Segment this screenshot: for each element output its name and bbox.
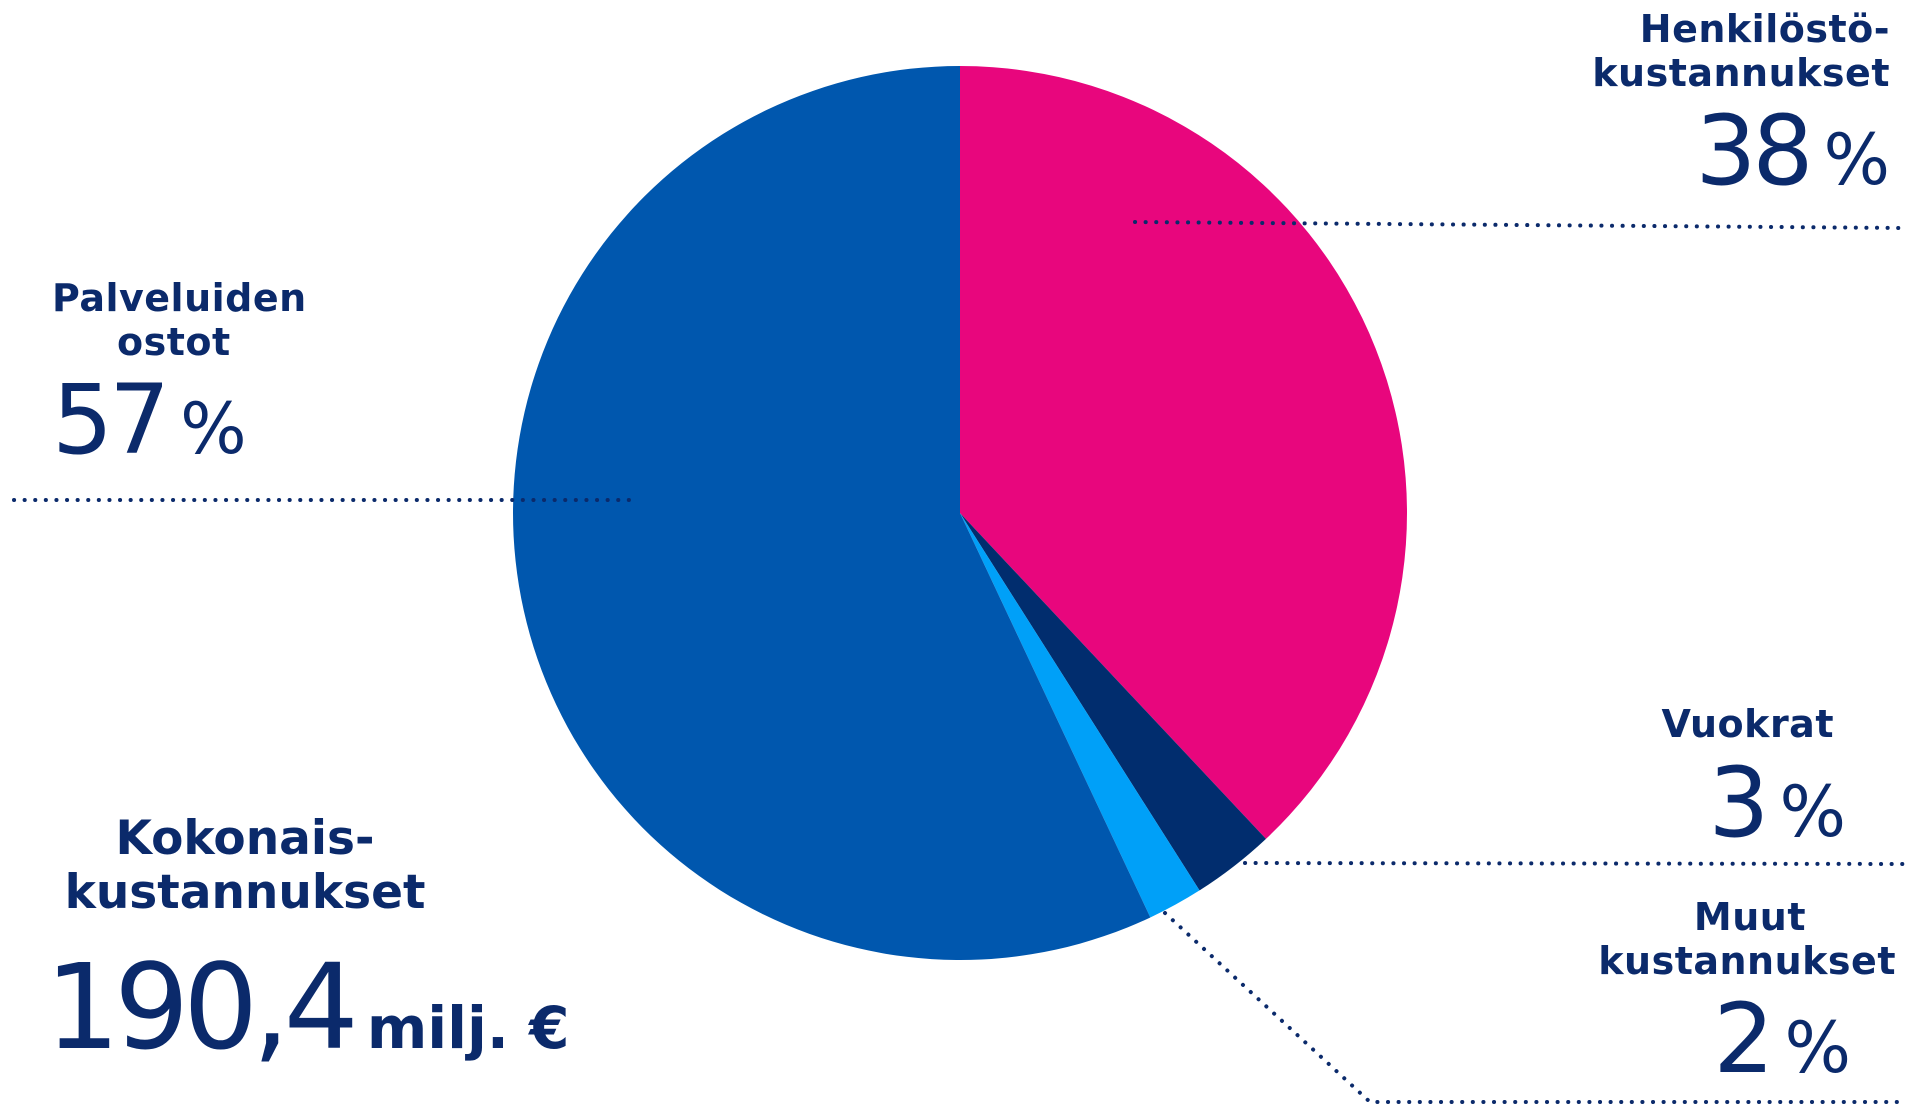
label-palvelut-percent: 57% <box>52 368 352 474</box>
label-henkilosto: Henkilöstö- kustannukset 38% <box>1470 7 1890 205</box>
label-vuokrat-title: Vuokrat <box>1661 702 1834 746</box>
leader-line-muut <box>1163 911 1907 1104</box>
label-palvelut-percent-sign: % <box>180 388 247 471</box>
pie-slice-1 <box>960 513 1266 891</box>
total-title-2: kustannukset <box>64 865 426 921</box>
pie-slices <box>513 66 1408 961</box>
total-unit: milj. € <box>366 994 570 1063</box>
label-vuokrat: Vuokrat 3% <box>1546 702 1846 857</box>
leader-line-henkilosto <box>1133 220 1907 230</box>
label-henkilosto-percent-sign: % <box>1823 119 1890 202</box>
label-vuokrat-percent-sign: % <box>1779 770 1846 853</box>
label-muut-title-1: Muut <box>1693 895 1806 939</box>
label-vuokrat-percent: 3% <box>1546 750 1846 857</box>
label-muut-value: 2 <box>1713 983 1774 1096</box>
pie-slice-2 <box>960 513 1200 918</box>
total-title-1: Kokonais- <box>115 811 375 866</box>
label-vuokrat-value: 3 <box>1708 746 1769 859</box>
label-palvelut-title-1: Palveluiden <box>52 276 307 320</box>
label-palvelut-title-2: ostot <box>117 319 231 364</box>
label-muut: Muut kustannukset 2% <box>1536 895 1896 1093</box>
total-value-row: 190,4 milj. € <box>45 938 569 1076</box>
label-muut-percent-sign: % <box>1784 1007 1851 1090</box>
label-palvelut-value: 57 <box>52 364 170 477</box>
pie-slice-3 <box>513 66 1151 961</box>
label-henkilosto-percent: 38% <box>1470 99 1890 205</box>
label-henkilosto-title-1: Henkilöstö- <box>1639 7 1890 51</box>
label-henkilosto-value: 38 <box>1695 95 1813 208</box>
label-muut-percent: 2% <box>1536 987 1896 1093</box>
leader-lines <box>12 220 1907 1104</box>
label-muut-title-2: kustannukset <box>1598 938 1896 983</box>
pie-slice-0 <box>960 66 1408 839</box>
total-costs: Kokonais- kustannukset 190,4 milj. € <box>45 811 569 1076</box>
label-palvelut: Palveluiden ostot 57% <box>52 276 352 474</box>
total-value: 190,4 <box>45 938 359 1077</box>
label-henkilosto-title-2: kustannukset <box>1592 50 1890 95</box>
leader-line-vuokrat <box>1243 861 1907 866</box>
